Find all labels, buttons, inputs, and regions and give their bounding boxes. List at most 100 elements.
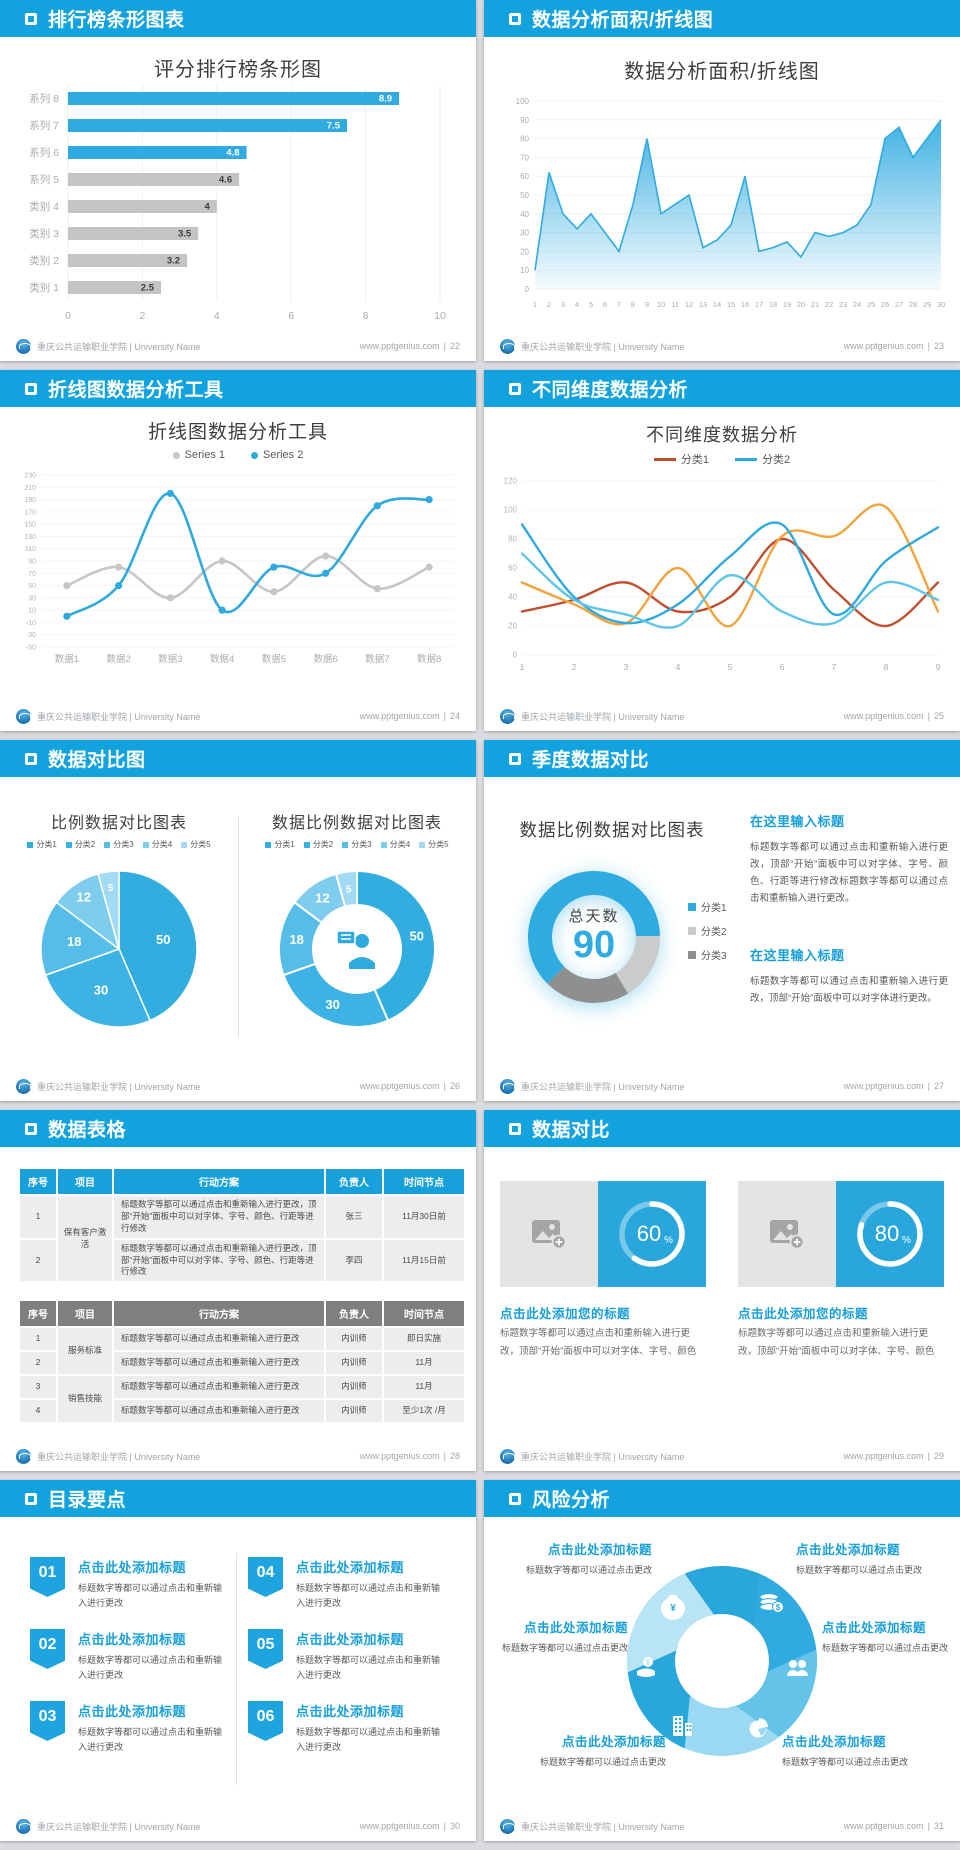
svg-text:4: 4 <box>676 662 681 672</box>
slide-thumbnail-31[interactable]: 风险分析 ¥ $ ¥ 点击此处添加标题 标题数字等都可以通过点击更改 点击此处添加标题… <box>484 1480 960 1841</box>
risk-label-bottom-left: 点击此处添加标题 标题数字等都可以通过点击更改 <box>539 1735 666 1767</box>
slide-thumbnail-22[interactable]: 排行榜条形图表 评分排行榜条形图 0 2 4 6 8 10 系列 8 8.9 系列 7 7.5 系列… <box>0 0 476 361</box>
chart-title: 不同维度数据分析 <box>646 425 798 445</box>
legend-item: Series 1 <box>172 449 225 461</box>
table-row: 2 标题数字等都可以通过点击和重新输入进行更改，顶部“开始”面板中可以对字体、字号… <box>20 1239 464 1282</box>
money-bag-icon: ¥ <box>661 1595 685 1620</box>
toc-item-04[interactable]: 04 点击此处添加标题 标题数字等都可以通过点击和重新输入进行更改 <box>248 1557 448 1611</box>
slide-header-title: 折线图数据分析工具 <box>48 380 224 401</box>
legend-item: 分类1 <box>688 899 727 914</box>
toc-item-title: 点击此处添加标题 <box>296 1704 405 1719</box>
svg-text:30: 30 <box>94 982 108 997</box>
slide-header-bar: 数据分析面积/折线图 <box>484 0 960 37</box>
slide-header-title: 数据对比图 <box>48 750 146 771</box>
square-bullet-icon <box>25 1122 37 1135</box>
toc-item-body: 标题数字等都可以通过点击和重新输入进行更改 <box>296 1655 441 1680</box>
toc-item-01[interactable]: 01 点击此处添加标题 标题数字等都可以通过点击和重新输入进行更改 <box>30 1557 230 1611</box>
table-header-cell: 行动方案 <box>114 1169 324 1194</box>
toc-item-02[interactable]: 02 点击此处添加标题 标题数字等都可以通过点击和重新输入进行更改 <box>30 1629 230 1683</box>
svg-text:30: 30 <box>937 300 945 309</box>
square-bullet-icon <box>509 752 521 765</box>
svg-text:90: 90 <box>520 116 529 125</box>
slide-thumbnail-25[interactable]: 不同维度数据分析 不同维度数据分析 分类1 分类2 0 20 40 60 80 100 120… <box>484 370 960 731</box>
progress-ring-80: 80% <box>857 1201 923 1267</box>
svg-text:9: 9 <box>936 662 941 672</box>
table-header-cell: 行动方案 <box>114 1301 324 1326</box>
block-body: 标题数字等都可以通过点击和重新输入进行更改，顶部“开始”面板中可以对字体进行更改… <box>750 976 948 1005</box>
svg-text:8.9: 8.9 <box>379 94 392 105</box>
svg-text:100: 100 <box>516 97 530 106</box>
slide-thumbnail-26[interactable]: 数据对比图 比例数据对比图表 数据比例数据对比图表 分类1 分类2 分类3 分类4 分类… <box>0 740 476 1101</box>
block-title: 在这里输入标题 <box>750 814 845 829</box>
svg-text:-50: -50 <box>26 645 36 652</box>
slide-thumbnail-24[interactable]: 折线图数据分析工具 折线图数据分析工具 Series 1 Series 2 -50… <box>0 370 476 731</box>
svg-text:0: 0 <box>525 285 530 294</box>
pinwheel-diagram: ¥ $ ¥ <box>627 1566 817 1756</box>
table-header-cell: 负责人 <box>326 1301 382 1326</box>
school-logo <box>16 708 31 724</box>
table-header-cell: 时间节点 <box>384 1301 464 1326</box>
donut-center-label: 总天数 90 <box>568 908 620 966</box>
slide-thumbnail-28[interactable]: 数据表格 序号 项目 行动方案 负责人 时间节点 1 保有客户激活 标题数字等都可以通过点击和… <box>0 1110 476 1471</box>
svg-text:4: 4 <box>575 300 579 309</box>
svg-text:18: 18 <box>289 932 303 947</box>
risk-label-top-right: 点击此处添加标题 标题数字等都可以通过点击更改 <box>796 1543 923 1575</box>
slide-thumbnail-30[interactable]: 目录要点 01 点击此处添加标题 标题数字等都可以通过点击和重新输入进行更改 02 点击… <box>0 1480 476 1841</box>
svg-text:4.8: 4.8 <box>226 148 239 159</box>
legend-item: 分类3 <box>104 839 134 850</box>
legend-item: 分类4 <box>142 839 172 850</box>
legend-item: 分类5 <box>419 839 449 850</box>
svg-text:6: 6 <box>288 310 294 322</box>
progress-box: 80% <box>836 1181 944 1287</box>
multi-line-chart: 0 20 40 60 80 100 120 1 2 3 4 5 6 7 8 9 <box>504 477 941 673</box>
page-number: 25 <box>933 711 944 721</box>
slide-footer: 重庆公共运输职业学院 | University Name www.pptgeni… <box>484 1811 960 1841</box>
bar-chart: 0 2 4 6 8 10 系列 8 8.9 系列 7 7.5 系列 6 4.8 系列 5 4.6 类别 4 4… <box>29 85 446 322</box>
slide-footer: 重庆公共运输职业学院 | University Name www.pptgeni… <box>484 701 960 731</box>
school-logo <box>500 1818 515 1834</box>
svg-text:60: 60 <box>520 172 529 181</box>
pie-legend: 分类1 分类2 分类3 分类4 分类5 <box>0 839 238 850</box>
table-row: 1 服务标准 标题数字等都可以通过点击和重新输入进行更改 内训师 即日实施 <box>20 1328 464 1374</box>
svg-text:170: 170 <box>24 509 36 516</box>
slide-thumbnail-29[interactable]: 数据对比 60% <box>484 1110 960 1471</box>
svg-text:系列 6: 系列 6 <box>29 146 59 159</box>
slide-header-bar: 不同维度数据分析 <box>484 370 960 407</box>
toc-item-title: 点击此处添加标题 <box>296 1632 405 1647</box>
card-title: 点击此处添加您的标题 <box>738 1307 869 1321</box>
svg-text:50: 50 <box>520 191 529 200</box>
svg-text:50: 50 <box>28 583 36 590</box>
donut-title: 数据比例数据对比图表 <box>271 815 442 832</box>
school-logo <box>500 1448 515 1464</box>
svg-text:30: 30 <box>28 595 36 602</box>
toc-number-badge: 03 <box>30 1701 65 1741</box>
legend-item: 分类2 <box>735 451 790 467</box>
toc-item-05[interactable]: 05 点击此处添加标题 标题数字等都可以通过点击和重新输入进行更改 <box>248 1629 448 1683</box>
svg-text:18: 18 <box>67 934 81 949</box>
svg-text:20: 20 <box>520 247 529 256</box>
svg-text:40: 40 <box>520 210 529 219</box>
stat-card-60: 60% <box>500 1181 706 1287</box>
svg-text:80: 80 <box>875 1221 899 1246</box>
toc-item-06[interactable]: 06 点击此处添加标题 标题数字等都可以通过点击和重新输入进行更改 <box>248 1701 448 1755</box>
toc-number-badge: 06 <box>248 1701 283 1741</box>
table-header-cell: 项目 <box>58 1169 112 1194</box>
legend-item: 分类2 <box>688 923 727 938</box>
toc-item-title: 点击此处添加标题 <box>296 1560 405 1575</box>
svg-text:25: 25 <box>867 300 875 309</box>
slide-header-title: 季度数据对比 <box>532 750 650 771</box>
svg-text:120: 120 <box>504 477 518 486</box>
table-row: 2 标题数字等都可以通过点击和重新输入进行更改 内训师 11月 <box>20 1352 464 1374</box>
svg-text:数据6: 数据6 <box>313 653 337 665</box>
people-icon <box>787 1660 808 1676</box>
toc-item-body: 标题数字等都可以通过点击和重新输入进行更改 <box>78 1583 223 1608</box>
risk-label-mid-left: 点击此处添加标题 标题数字等都可以通过点击更改 <box>501 1621 628 1653</box>
legend-item: 分类4 <box>380 839 410 850</box>
toc-item-03[interactable]: 03 点击此处添加标题 标题数字等都可以通过点击和重新输入进行更改 <box>30 1701 230 1755</box>
slide-thumbnail-23[interactable]: 数据分析面积/折线图 数据分析面积/折线图 0 10 20 30 40 50 60 70 80 9… <box>484 0 960 361</box>
chart-title: 折线图数据分析工具 <box>147 422 328 443</box>
slide-footer: 重庆公共运输职业学院 | University Name www.pptgeni… <box>0 1441 476 1471</box>
block-body: 标题数字等都可以通过点击和重新输入进行更改，顶部“开始”面板中可以对字体、字号、… <box>750 842 948 905</box>
action-plan-table-gray: 序号 项目 行动方案 负责人 时间节点 1 服务标准 标题数字等都可以通过点击和重新输入进行更… <box>18 1299 466 1424</box>
slide-thumbnail-27[interactable]: 季度数据对比 数据比例数据对比图表 总天数 90 分类1 分类2 分类3 在这里输入… <box>484 740 960 1101</box>
